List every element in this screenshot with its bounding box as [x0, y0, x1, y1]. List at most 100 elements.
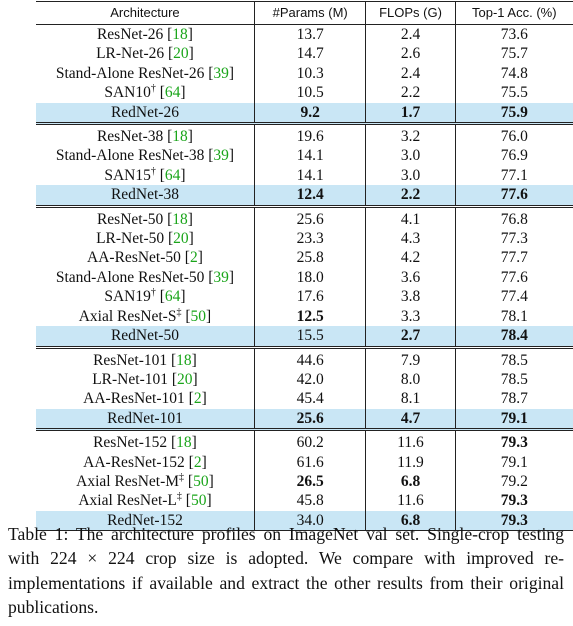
table-row: Axial ResNet-M‡ [50] 26.5 6.8 79.2 [36, 471, 573, 492]
cell-accuracy: 75.7 [500, 45, 528, 63]
cell-flops: 2.4 [365, 24, 456, 45]
table-row: Stand-Alone ResNet-50 [39] 18.0 3.6 77.6 [36, 267, 573, 288]
table-row: LR-Net-50 [20] 23.3 4.3 77.3 [36, 229, 573, 249]
footnote-mark: ‡ [179, 471, 185, 483]
table-row-rednet: RedNet-152 34.0 6.8 79.3 [36, 510, 573, 532]
cell-accuracy: 76.0 [455, 122, 573, 147]
architecture-name: LR-Net-26 [96, 45, 165, 63]
citation-link[interactable]: 64 [164, 166, 181, 184]
cell-params: 25.6 [254, 408, 367, 430]
cell-params: 42.0 [254, 369, 367, 390]
citation-link[interactable]: 18 [172, 26, 188, 43]
architecture-name: ResNet-101 [93, 351, 168, 369]
citation-link[interactable]: 18 [172, 210, 188, 228]
cell-accuracy: 77.1 [500, 166, 528, 184]
cell-flops: 11.9 [365, 452, 456, 472]
cell-params: 60.2 [254, 428, 367, 453]
table-row: LR-Net-26 [20] 14.7 2.6 75.7 [36, 44, 573, 64]
cell-params: 13.7 [254, 24, 367, 45]
table-caption: Table 1: The architecture profiles on Im… [8, 524, 564, 617]
header-accuracy: Top-1 Acc. (%) [455, 1, 573, 25]
cell-architecture: LR-Net-50 [20] [36, 229, 255, 249]
cell-architecture: SAN15† [64] [36, 165, 255, 186]
cell-flops: 3.0 [365, 146, 456, 166]
cell-accuracy: 76.9 [500, 147, 528, 165]
cell-architecture: RedNet-38 [36, 185, 255, 207]
citation-link[interactable]: 39 [213, 147, 229, 165]
header-params: #Params (M) [254, 1, 367, 25]
table-row: Axial ResNet-L‡ [50] 45.8 11.6 79.3 [36, 491, 573, 511]
cell-accuracy: 77.7 [500, 249, 528, 267]
cell-accuracy: 77.3 [500, 230, 528, 248]
cell-params: 25.8 [254, 248, 367, 268]
cell-params: 14.1 [254, 165, 367, 186]
citation-link[interactable]: 18 [172, 128, 188, 146]
cell-flops: 6.8 [365, 510, 456, 532]
architecture-name: Axial ResNet-L [78, 492, 177, 510]
table-row-rednet: RedNet-50 15.5 2.7 78.4 [36, 326, 573, 347]
cell-accuracy: 78.4 [455, 326, 573, 347]
cell-architecture: ResNet-38 [18] [36, 122, 255, 147]
architecture-name: Stand-Alone ResNet-50 [55, 268, 205, 286]
cell-architecture: Axial ResNet-S‡ [50] [36, 306, 255, 327]
cell-accuracy: 77.6 [455, 185, 573, 207]
cell-accuracy: 79.3 [455, 428, 573, 453]
citation-link[interactable]: 18 [176, 434, 192, 452]
cell-accuracy: 79.2 [500, 472, 528, 490]
cell-params: 14.7 [254, 44, 367, 64]
citation-link[interactable]: 50 [190, 492, 207, 510]
architecture-name: Axial ResNet-S [78, 307, 177, 325]
citation-link[interactable]: 39 [213, 64, 229, 82]
cell-params: 34.0 [254, 510, 367, 532]
cell-params: 45.8 [254, 491, 367, 511]
cell-params: 12.4 [254, 185, 367, 207]
footnote-mark: † [150, 165, 156, 177]
citation-link[interactable]: 50 [193, 472, 209, 490]
cell-flops: 1.7 [365, 102, 456, 124]
architecture-name: LR-Net-101 [92, 370, 168, 388]
table-row: AA-ResNet-50 [2] 25.8 4.2 77.7 [36, 248, 573, 268]
cell-accuracy: 78.5 [455, 345, 573, 370]
table-row: ResNet-152 [18] 60.2 11.6 79.3 [36, 428, 573, 453]
citation-link[interactable]: 2 [189, 249, 198, 267]
cell-flops: 3.8 [365, 287, 456, 307]
cell-params: 15.5 [254, 326, 367, 347]
cell-architecture: SAN19† [64] [36, 287, 255, 307]
cell-architecture: ResNet-101 [18] [36, 345, 255, 370]
cell-params: 10.5 [254, 83, 367, 103]
citation-link[interactable]: 64 [164, 288, 181, 306]
cell-accuracy: 78.1 [500, 307, 528, 325]
citation-link[interactable]: 2 [193, 390, 202, 408]
cell-architecture: Stand-Alone ResNet-26 [39] [36, 63, 255, 84]
cell-params: 19.6 [254, 122, 367, 147]
architecture-name: AA-ResNet-50 [87, 249, 181, 267]
cell-params: 9.2 [254, 102, 367, 124]
citation-link[interactable]: 20 [177, 370, 193, 388]
architecture-name: SAN19 [104, 288, 151, 306]
table-row: Stand-Alone ResNet-26 [39] 10.3 2.4 74.8 [36, 63, 573, 84]
citation-link[interactable]: 2 [193, 453, 202, 471]
table-row: Axial ResNet-S‡ [50] 12.5 3.3 78.1 [36, 306, 573, 327]
cell-flops: 4.3 [365, 229, 456, 249]
citation-link[interactable]: 20 [173, 230, 189, 248]
citation-link[interactable]: 39 [213, 268, 229, 286]
cell-architecture: Stand-Alone ResNet-50 [39] [36, 267, 255, 288]
architecture-name: RedNet-152 [107, 511, 183, 529]
citation-link[interactable]: 20 [173, 45, 189, 63]
citation-link[interactable]: 50 [190, 307, 207, 325]
header-row: Architecture #Params (M) FLOPs (G) Top-1… [36, 1, 573, 25]
cell-accuracy: 77.6 [500, 268, 528, 286]
citation-link[interactable]: 18 [176, 351, 192, 369]
cell-flops: 7.9 [365, 345, 456, 370]
cell-params: 23.3 [254, 229, 367, 249]
citation-link[interactable]: 64 [164, 84, 181, 102]
table-row: AA-ResNet-101 [2] 45.4 8.1 78.7 [36, 389, 573, 409]
table-row-rednet: RedNet-26 9.2 1.7 75.9 [36, 102, 573, 124]
cell-architecture: RedNet-50 [36, 326, 255, 347]
architecture-name: ResNet-26 [96, 26, 164, 43]
architecture-name: ResNet-50 [96, 210, 164, 228]
table-row: SAN19† [64] 17.6 3.8 77.4 [36, 287, 573, 307]
cell-architecture: LR-Net-101 [20] [36, 369, 255, 390]
cell-architecture: RedNet-26 [36, 102, 255, 124]
cell-accuracy: 79.1 [500, 453, 528, 471]
